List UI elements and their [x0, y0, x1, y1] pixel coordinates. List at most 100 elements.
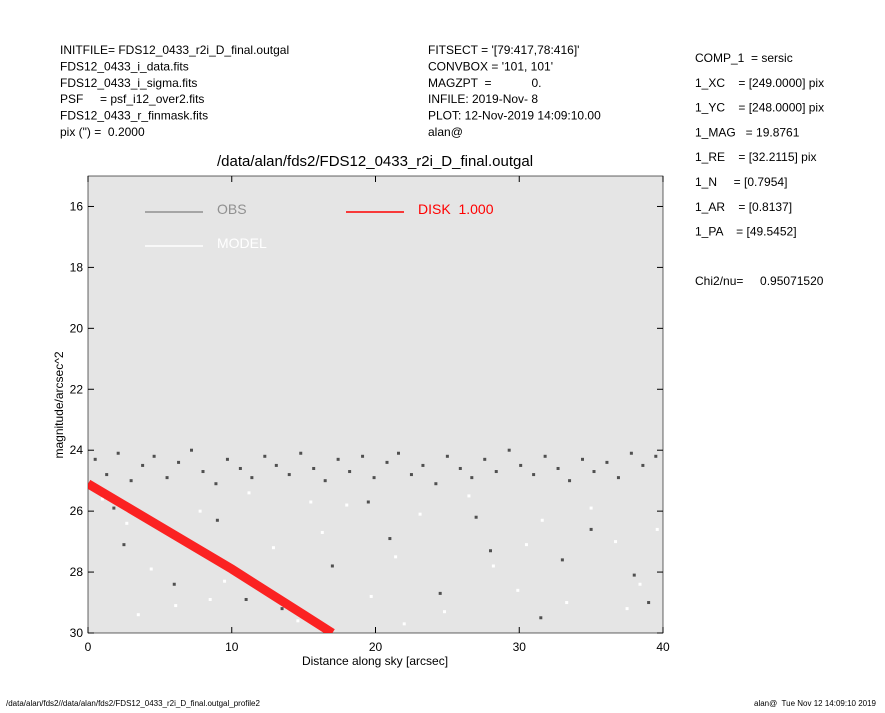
data-point — [483, 457, 487, 461]
footer-right: alan@ Tue Nov 12 14:09:10 2019 — [754, 699, 877, 708]
data-point — [388, 537, 392, 541]
data-point — [438, 591, 442, 595]
data-point — [581, 457, 584, 461]
data-point — [225, 457, 229, 461]
y-tick-label: 22 — [70, 382, 84, 396]
header-right-line: 1_RE = [32.2115] pix — [695, 150, 817, 164]
data-point — [543, 454, 547, 458]
header-middle-line: INFILE: 2019-Nov- 8 — [428, 92, 538, 106]
data-point — [122, 543, 126, 547]
data-point — [112, 506, 116, 510]
y-tick-label: 28 — [70, 565, 84, 579]
data-point — [366, 500, 370, 504]
data-point — [105, 473, 109, 477]
data-point — [418, 512, 422, 516]
data-point — [287, 473, 291, 477]
data-point — [198, 509, 202, 513]
data-point — [443, 610, 446, 614]
data-point — [625, 607, 629, 611]
data-point — [372, 476, 376, 480]
data-point — [201, 470, 205, 474]
data-point — [539, 616, 543, 620]
data-point — [177, 460, 181, 464]
data-point — [614, 540, 618, 544]
data-point — [271, 546, 275, 550]
data-point — [434, 482, 438, 486]
header-middle-line: CONVBOX = '101, 101' — [428, 59, 553, 73]
data-point — [409, 473, 413, 477]
data-point — [489, 549, 492, 553]
plot-area — [87, 175, 664, 634]
legend-label: OBS — [217, 201, 247, 217]
data-point — [655, 527, 659, 531]
data-point — [629, 451, 633, 455]
data-point — [250, 476, 254, 480]
data-point — [519, 463, 523, 467]
header-left-line: FDS12_0433_r_finmask.fits — [60, 109, 208, 123]
data-point — [238, 466, 242, 470]
data-point — [638, 582, 642, 586]
header-left-line: INITFILE= FDS12_0433_r2i_D_final.outgal — [60, 43, 289, 57]
header-middle-line: FITSECT = '[79:417,78:416]' — [428, 43, 579, 57]
data-point — [556, 466, 560, 470]
y-tick-label: 26 — [70, 504, 84, 518]
header-right-line: Chi2/nu= 0.95071520 — [695, 274, 824, 288]
data-point — [152, 454, 156, 458]
data-point — [560, 558, 564, 562]
plot-marks — [88, 448, 659, 633]
data-point — [312, 466, 316, 470]
data-point — [93, 457, 97, 461]
y-tick-label: 24 — [70, 443, 84, 457]
data-point — [244, 597, 248, 601]
x-tick-label: 10 — [225, 640, 239, 654]
data-point — [345, 503, 349, 507]
header-right-line: 1_N = [0.7954] — [695, 175, 787, 189]
data-point — [470, 476, 474, 480]
y-tick-label: 30 — [70, 626, 84, 640]
data-point — [507, 448, 511, 452]
data-line — [88, 479, 335, 633]
y-tick-label: 18 — [70, 260, 84, 274]
data-point — [361, 454, 365, 458]
header-left-line: FDS12_0433_i_sigma.fits — [60, 76, 197, 90]
data-point — [149, 567, 153, 571]
data-point — [397, 451, 400, 455]
data-point — [215, 518, 219, 522]
data-point — [385, 460, 389, 464]
header-right-line: 1_PA = [49.5452] — [695, 225, 797, 239]
data-point — [125, 521, 129, 525]
y-tick-label: 16 — [70, 199, 84, 213]
data-point — [141, 463, 145, 467]
y-axis-label: magnitude/arcsec^2 — [52, 351, 66, 458]
data-point — [532, 473, 536, 477]
y-tick-label: 20 — [70, 321, 84, 335]
data-point — [129, 479, 133, 483]
data-point — [524, 543, 528, 547]
data-point — [323, 479, 327, 483]
data-point — [100, 497, 104, 501]
data-point — [616, 476, 620, 480]
x-tick-label: 20 — [369, 640, 383, 654]
header-left-line: FDS12_0433_i_data.fits — [60, 59, 189, 73]
data-point — [516, 588, 520, 592]
data-point — [494, 470, 498, 474]
x-tick-label: 40 — [656, 640, 670, 654]
chart-title: /data/alan/fds2/FDS12_0433_r2i_D_final.o… — [217, 153, 533, 170]
data-point — [565, 601, 569, 605]
data-point — [458, 466, 462, 470]
data-point — [540, 518, 544, 522]
data-point — [223, 579, 227, 583]
data-point — [274, 463, 278, 467]
data-point — [116, 451, 120, 455]
data-point — [474, 515, 478, 519]
data-point — [165, 476, 169, 480]
data-point — [190, 448, 193, 452]
data-point — [280, 607, 284, 611]
header-middle-line: alan@ — [428, 125, 463, 139]
data-point — [421, 463, 425, 467]
data-point — [592, 470, 596, 474]
data-point — [369, 594, 373, 598]
data-point — [491, 564, 495, 568]
header-left-line: pix (") = 0.2000 — [60, 125, 145, 139]
